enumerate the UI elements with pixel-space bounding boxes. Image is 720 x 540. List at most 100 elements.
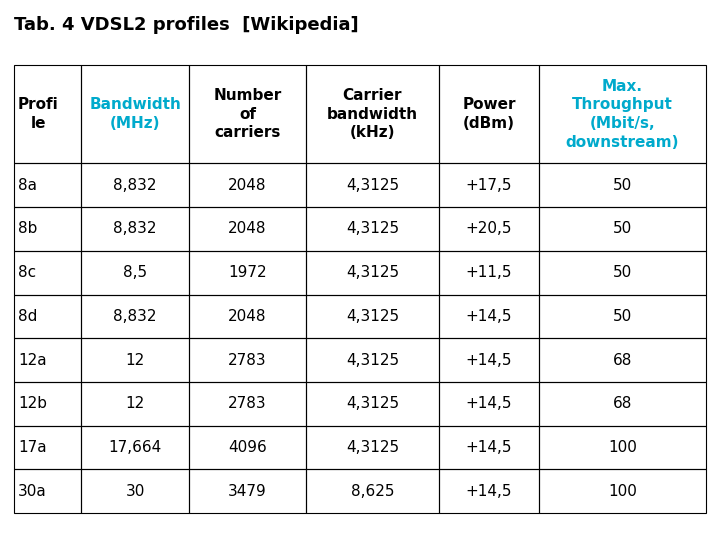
Bar [81, 469, 189, 513]
Bar [81, 294, 189, 338]
Text: 4,3125: 4,3125 [346, 440, 399, 455]
Text: Power
(dBm): Power (dBm) [462, 97, 516, 131]
Bar [14, 382, 81, 426]
Text: 2048: 2048 [228, 221, 267, 237]
Text: 30a: 30a [18, 484, 47, 498]
Bar [306, 251, 439, 294]
Text: 30: 30 [125, 484, 145, 498]
Bar [539, 65, 706, 164]
Text: +14,5: +14,5 [466, 353, 513, 368]
Text: Profi
le: Profi le [18, 97, 59, 131]
Text: 8,625: 8,625 [351, 484, 395, 498]
Bar [439, 382, 539, 426]
Bar [439, 426, 539, 469]
Bar [539, 338, 706, 382]
Bar [306, 251, 439, 294]
Text: 50: 50 [613, 265, 632, 280]
Bar [81, 65, 189, 164]
Text: 8d: 8d [18, 309, 37, 324]
Text: 8,5: 8,5 [123, 265, 147, 280]
Text: 12a: 12a [18, 353, 47, 368]
Bar [14, 338, 81, 382]
Bar [81, 426, 189, 469]
Bar [14, 294, 81, 338]
Text: 4,3125: 4,3125 [346, 221, 399, 237]
Bar [439, 207, 539, 251]
Text: 17,664: 17,664 [109, 440, 162, 455]
Bar [439, 469, 539, 513]
Bar [81, 338, 189, 382]
Bar [14, 294, 81, 338]
Text: +14,5: +14,5 [466, 309, 513, 324]
Bar [539, 207, 706, 251]
Bar [81, 382, 189, 426]
Bar [189, 65, 306, 164]
Bar [81, 426, 189, 469]
Text: 2048: 2048 [228, 309, 267, 324]
Text: Bandwidth
(MHz): Bandwidth (MHz) [89, 97, 181, 131]
Text: 68: 68 [613, 396, 632, 411]
Bar [306, 426, 439, 469]
Text: +17,5: +17,5 [466, 178, 513, 193]
Bar [189, 65, 306, 164]
Bar [539, 251, 706, 294]
Bar [539, 426, 706, 469]
Bar [439, 251, 539, 294]
Text: 4,3125: 4,3125 [346, 353, 399, 368]
Bar [81, 207, 189, 251]
Bar [189, 469, 306, 513]
Bar [439, 65, 539, 164]
Bar [306, 164, 439, 207]
Bar [189, 207, 306, 251]
Bar [539, 65, 706, 164]
Text: 8c: 8c [18, 265, 36, 280]
Bar [14, 251, 81, 294]
Text: 2783: 2783 [228, 396, 267, 411]
Bar [189, 251, 306, 294]
Text: 12: 12 [125, 396, 145, 411]
Bar [439, 294, 539, 338]
Bar [306, 65, 439, 164]
Text: 4,3125: 4,3125 [346, 178, 399, 193]
Bar [81, 164, 189, 207]
Bar [439, 251, 539, 294]
Bar [539, 294, 706, 338]
Bar [189, 338, 306, 382]
Text: 8b: 8b [18, 221, 37, 237]
Bar [81, 338, 189, 382]
Text: +20,5: +20,5 [466, 221, 513, 237]
Bar [14, 65, 81, 164]
Text: +11,5: +11,5 [466, 265, 513, 280]
Bar [81, 382, 189, 426]
Bar [539, 251, 706, 294]
Bar [439, 164, 539, 207]
Bar [306, 65, 439, 164]
Bar [439, 469, 539, 513]
Bar [81, 207, 189, 251]
Bar [306, 207, 439, 251]
Text: 50: 50 [613, 221, 632, 237]
Text: 68: 68 [613, 353, 632, 368]
Bar [439, 426, 539, 469]
Text: 2783: 2783 [228, 353, 267, 368]
Bar [439, 338, 539, 382]
Bar [14, 207, 81, 251]
Bar [539, 294, 706, 338]
Bar [539, 382, 706, 426]
Text: 4096: 4096 [228, 440, 267, 455]
Bar [14, 65, 81, 164]
Bar [306, 338, 439, 382]
Bar [189, 251, 306, 294]
Bar [539, 207, 706, 251]
Bar [306, 294, 439, 338]
Text: 4,3125: 4,3125 [346, 265, 399, 280]
Bar [189, 382, 306, 426]
Bar [14, 338, 81, 382]
Bar [189, 469, 306, 513]
Text: Max.
Throughput
(Mbit/s,
downstream): Max. Throughput (Mbit/s, downstream) [566, 79, 679, 150]
Bar [189, 294, 306, 338]
Bar [439, 382, 539, 426]
Bar [189, 382, 306, 426]
Bar [539, 426, 706, 469]
Bar [189, 164, 306, 207]
